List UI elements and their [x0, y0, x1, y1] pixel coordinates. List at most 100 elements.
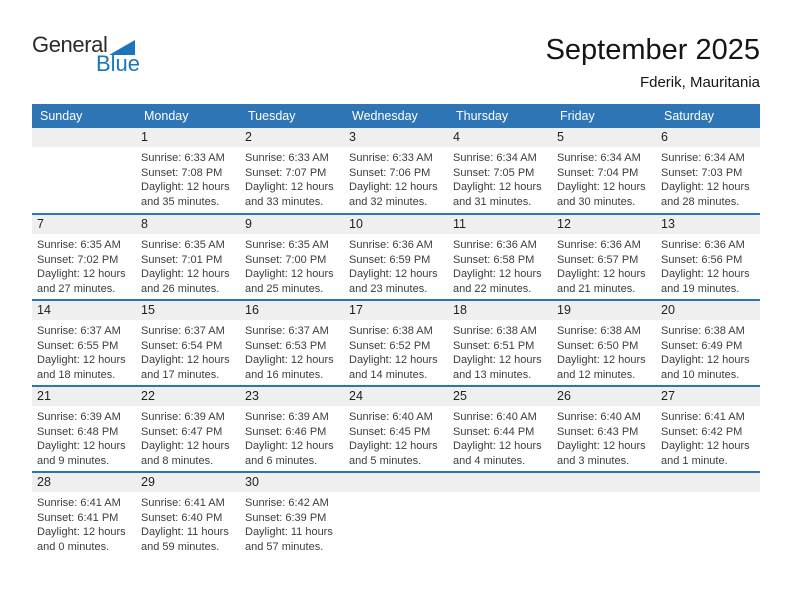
day-number [656, 473, 760, 493]
daylight-line-1: Daylight: 12 hours [557, 354, 646, 367]
daylight-line-2: and 18 minutes. [37, 368, 116, 381]
daylight-line-2: and 16 minutes. [245, 368, 324, 381]
day-number: 24 [344, 387, 448, 407]
daylight-line-1: Daylight: 12 hours [245, 440, 334, 453]
daylight-line-2: and 59 minutes. [141, 540, 220, 553]
daylight-line-1: Daylight: 12 hours [557, 268, 646, 281]
sunrise-line: Sunrise: 6:33 AM [245, 152, 329, 165]
daylight-line-2: and 25 minutes. [245, 282, 324, 295]
day-cell-10: 10 Sunrise: 6:36 AM Sunset: 6:59 PM Dayligh… [344, 213, 448, 301]
sunrise-line: Sunrise: 6:33 AM [349, 152, 433, 165]
sunset-line: Sunset: 6:56 PM [661, 253, 743, 266]
sunset-line: Sunset: 7:07 PM [245, 166, 327, 179]
daylight-line-1: Daylight: 12 hours [141, 181, 230, 194]
sunset-line: Sunset: 6:51 PM [453, 339, 535, 352]
day-cell-5: 5 Sunrise: 6:34 AM Sunset: 7:04 PM Daylight… [552, 128, 656, 215]
day-number: 15 [136, 301, 240, 321]
day-details: Sunrise: 6:39 AM Sunset: 6:47 PM Daylight:… [136, 406, 240, 468]
daylight-line-2: and 12 minutes. [557, 368, 636, 381]
week-row-5: 28 Sunrise: 6:41 AM Sunset: 6:41 PM Dayligh… [32, 471, 760, 559]
daylight-line-2: and 14 minutes. [349, 368, 428, 381]
weekday-header-monday: Monday [136, 104, 240, 129]
page-title: September 2025 [545, 34, 760, 66]
day-details: Sunrise: 6:36 AM Sunset: 6:59 PM Daylight:… [344, 234, 448, 296]
daylight-line-2: and 1 minute. [661, 454, 728, 467]
day-number: 16 [240, 301, 344, 321]
day-cell-12: 12 Sunrise: 6:36 AM Sunset: 6:57 PM Dayligh… [552, 213, 656, 301]
weekday-header-friday: Friday [552, 104, 656, 129]
daylight-line-1: Daylight: 12 hours [453, 268, 542, 281]
daylight-line-1: Daylight: 12 hours [37, 354, 126, 367]
day-cell-29: 29 Sunrise: 6:41 AM Sunset: 6:40 PM Dayligh… [136, 471, 240, 559]
day-details: Sunrise: 6:34 AM Sunset: 7:03 PM Daylight:… [656, 147, 760, 209]
weekday-header-wednesday: Wednesday [344, 104, 448, 129]
sunrise-line: Sunrise: 6:36 AM [661, 239, 745, 252]
sunrise-line: Sunrise: 6:39 AM [141, 411, 225, 424]
week-row-4: 21 Sunrise: 6:39 AM Sunset: 6:48 PM Dayligh… [32, 385, 760, 473]
day-number: 23 [240, 387, 344, 407]
sunrise-line: Sunrise: 6:40 AM [453, 411, 537, 424]
sunrise-line: Sunrise: 6:35 AM [141, 239, 225, 252]
daylight-line-1: Daylight: 12 hours [661, 268, 750, 281]
daylight-line-2: and 31 minutes. [453, 195, 532, 208]
daylight-line-2: and 57 minutes. [245, 540, 324, 553]
week-row-1: 1 Sunrise: 6:33 AM Sunset: 7:08 PM Daylight… [32, 128, 760, 215]
sunset-line: Sunset: 6:42 PM [661, 425, 743, 438]
day-cell-25: 25 Sunrise: 6:40 AM Sunset: 6:44 PM Dayligh… [448, 385, 552, 473]
daylight-line-2: and 32 minutes. [349, 195, 428, 208]
day-details: Sunrise: 6:40 AM Sunset: 6:45 PM Daylight:… [344, 406, 448, 468]
daylight-line-1: Daylight: 12 hours [557, 440, 646, 453]
day-cell-19: 19 Sunrise: 6:38 AM Sunset: 6:50 PM Dayligh… [552, 299, 656, 387]
day-cell-empty [448, 471, 552, 559]
daylight-line-1: Daylight: 12 hours [37, 440, 126, 453]
day-number: 2 [240, 128, 344, 148]
day-number: 26 [552, 387, 656, 407]
day-number: 8 [136, 215, 240, 235]
sunset-line: Sunset: 6:45 PM [349, 425, 431, 438]
sunrise-line: Sunrise: 6:40 AM [349, 411, 433, 424]
sunrise-line: Sunrise: 6:38 AM [453, 325, 537, 338]
day-number [448, 473, 552, 493]
day-number: 12 [552, 215, 656, 235]
sunset-line: Sunset: 6:48 PM [37, 425, 119, 438]
day-details: Sunrise: 6:41 AM Sunset: 6:40 PM Daylight:… [136, 492, 240, 554]
daylight-line-2: and 21 minutes. [557, 282, 636, 295]
sunrise-line: Sunrise: 6:41 AM [141, 497, 225, 510]
sunrise-line: Sunrise: 6:38 AM [349, 325, 433, 338]
day-details: Sunrise: 6:33 AM Sunset: 7:08 PM Daylight:… [136, 147, 240, 209]
daylight-line-1: Daylight: 12 hours [349, 354, 438, 367]
day-cell-7: 7 Sunrise: 6:35 AM Sunset: 7:02 PM Daylight… [32, 213, 136, 301]
title-block: September 2025 Fderik, Mauritania [546, 34, 760, 91]
daylight-line-1: Daylight: 12 hours [349, 440, 438, 453]
sunset-line: Sunset: 7:06 PM [349, 166, 431, 179]
daylight-line-2: and 22 minutes. [453, 282, 532, 295]
day-number: 3 [344, 128, 448, 148]
daylight-line-2: and 35 minutes. [141, 195, 220, 208]
day-details: Sunrise: 6:38 AM Sunset: 6:51 PM Daylight:… [448, 320, 552, 382]
day-details: Sunrise: 6:37 AM Sunset: 6:55 PM Daylight:… [32, 320, 136, 382]
daylight-line-1: Daylight: 12 hours [141, 268, 230, 281]
day-number: 9 [240, 215, 344, 235]
day-number: 10 [344, 215, 448, 235]
sunset-line: Sunset: 6:53 PM [245, 339, 327, 352]
week-row-2: 7 Sunrise: 6:35 AM Sunset: 7:02 PM Daylight… [32, 213, 760, 301]
day-details: Sunrise: 6:34 AM Sunset: 7:04 PM Daylight:… [552, 147, 656, 209]
day-details: Sunrise: 6:42 AM Sunset: 6:39 PM Daylight:… [240, 492, 344, 554]
day-details: Sunrise: 6:34 AM Sunset: 7:05 PM Daylight:… [448, 147, 552, 209]
daylight-line-2: and 26 minutes. [141, 282, 220, 295]
sunrise-line: Sunrise: 6:42 AM [245, 497, 329, 510]
sunset-line: Sunset: 7:00 PM [245, 253, 327, 266]
day-cell-16: 16 Sunrise: 6:37 AM Sunset: 6:53 PM Dayligh… [240, 299, 344, 387]
day-cell-22: 22 Sunrise: 6:39 AM Sunset: 6:47 PM Dayligh… [136, 385, 240, 473]
daylight-line-2: and 8 minutes. [141, 454, 214, 467]
sunset-line: Sunset: 7:04 PM [557, 166, 639, 179]
sunset-line: Sunset: 6:47 PM [141, 425, 223, 438]
sunrise-line: Sunrise: 6:37 AM [141, 325, 225, 338]
day-number: 17 [344, 301, 448, 321]
day-cell-6: 6 Sunrise: 6:34 AM Sunset: 7:03 PM Daylight… [656, 128, 760, 215]
daylight-line-1: Daylight: 12 hours [453, 440, 542, 453]
day-number: 19 [552, 301, 656, 321]
day-details: Sunrise: 6:38 AM Sunset: 6:49 PM Daylight:… [656, 320, 760, 382]
calendar-table: Sunday Monday Tuesday Wednesday Thursday Frid… [32, 104, 760, 559]
day-cell-14: 14 Sunrise: 6:37 AM Sunset: 6:55 PM Dayligh… [32, 299, 136, 387]
